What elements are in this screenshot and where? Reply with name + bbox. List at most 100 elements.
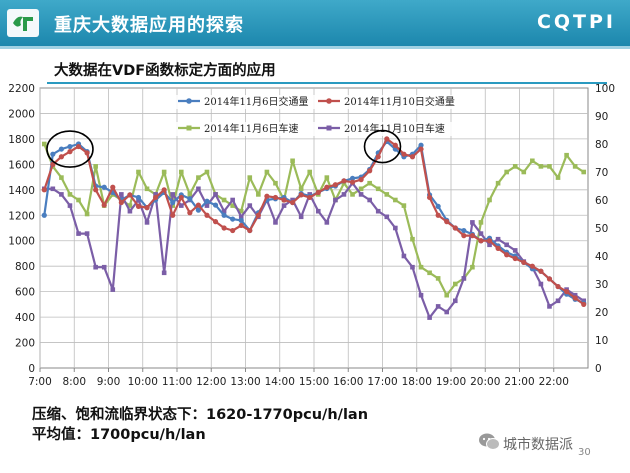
data-point [384,136,390,142]
data-point [324,175,330,180]
data-point [144,220,150,225]
data-point [538,164,544,169]
x-tick-label: 9:00 [97,376,121,388]
data-point [84,211,90,217]
data-point [470,220,475,225]
data-point [452,281,458,287]
data-point [478,231,484,236]
data-point [521,169,527,175]
subtitle-underline [47,82,607,84]
data-point [572,295,578,301]
data-point [170,192,176,197]
y-right-tick-label: 80 [595,139,608,151]
data-point [581,301,587,307]
data-point [581,169,587,175]
data-point [230,203,235,208]
data-point [212,219,219,225]
data-point [435,212,441,218]
data-point [178,169,184,175]
data-point [393,225,398,231]
slide-title: 重庆大数据应用的探索 [54,15,244,36]
legend-bg [176,95,326,109]
data-point [384,214,390,220]
data-point [333,197,338,203]
y-left-tick-label: 1800 [8,134,35,146]
data-point [392,142,398,148]
data-point [67,149,73,155]
data-point [401,253,407,259]
x-tick-label: 22:00 [539,376,569,388]
data-point [349,175,356,181]
data-point [135,194,142,201]
brand-logo-text: CQTPI [536,11,616,33]
data-point [247,227,253,234]
data-point [110,287,116,292]
data-point [478,238,484,244]
data-point [272,194,279,201]
data-point [187,196,193,202]
data-point [564,152,569,158]
data-point [487,242,492,248]
y-right-tick-label: 60 [595,195,608,207]
page-number: 30 [578,447,591,458]
x-tick-label: 13:00 [230,376,260,388]
y-right-tick-label: 10 [595,335,608,347]
data-point [230,227,236,234]
data-point [315,189,321,195]
data-point [178,194,184,201]
data-point [178,203,184,208]
data-point [563,289,570,295]
data-point [375,208,381,214]
legend-marker [186,125,192,131]
data-point [195,207,202,213]
x-tick-label: 10:00 [128,376,158,388]
x-tick-label: 8:00 [62,376,86,388]
data-point [350,192,355,197]
data-point [486,238,493,244]
data-point [59,175,64,180]
y-left-tick-label: 400 [15,312,35,324]
data-point [324,220,330,225]
data-point [281,203,287,208]
data-point [221,212,227,218]
data-point [529,263,535,269]
data-point [204,169,210,175]
legend-label: 2014年11月6日交通量 [204,95,309,108]
data-point [410,236,415,242]
data-point [452,225,458,231]
data-point [298,214,304,220]
data-point [273,220,278,225]
data-point [152,194,159,201]
data-point [281,197,287,203]
x-tick-label: 7:00 [28,376,52,388]
data-point [418,142,424,148]
data-point [67,192,73,197]
data-point [546,276,553,282]
data-point [410,264,415,270]
data-point [221,197,227,203]
data-point [572,292,578,298]
data-point [341,192,347,197]
data-point [341,178,347,184]
data-point [461,276,467,281]
data-point [256,192,261,197]
y-left-tick-label: 200 [15,338,35,350]
data-point [195,202,202,208]
data-point [273,180,278,186]
y-left-tick-label: 1600 [8,159,35,171]
x-tick-label: 16:00 [333,376,363,388]
data-point [418,146,424,152]
data-point [84,231,90,236]
data-point [187,192,193,197]
data-point [264,193,270,199]
data-point [204,198,210,204]
legend-bg [316,95,466,109]
data-point [461,233,467,239]
data-point [67,143,73,150]
data-point [461,227,467,234]
data-point [230,197,235,203]
y-left-tick-label: 800 [15,261,35,273]
data-point [196,175,201,180]
data-point [504,169,509,175]
